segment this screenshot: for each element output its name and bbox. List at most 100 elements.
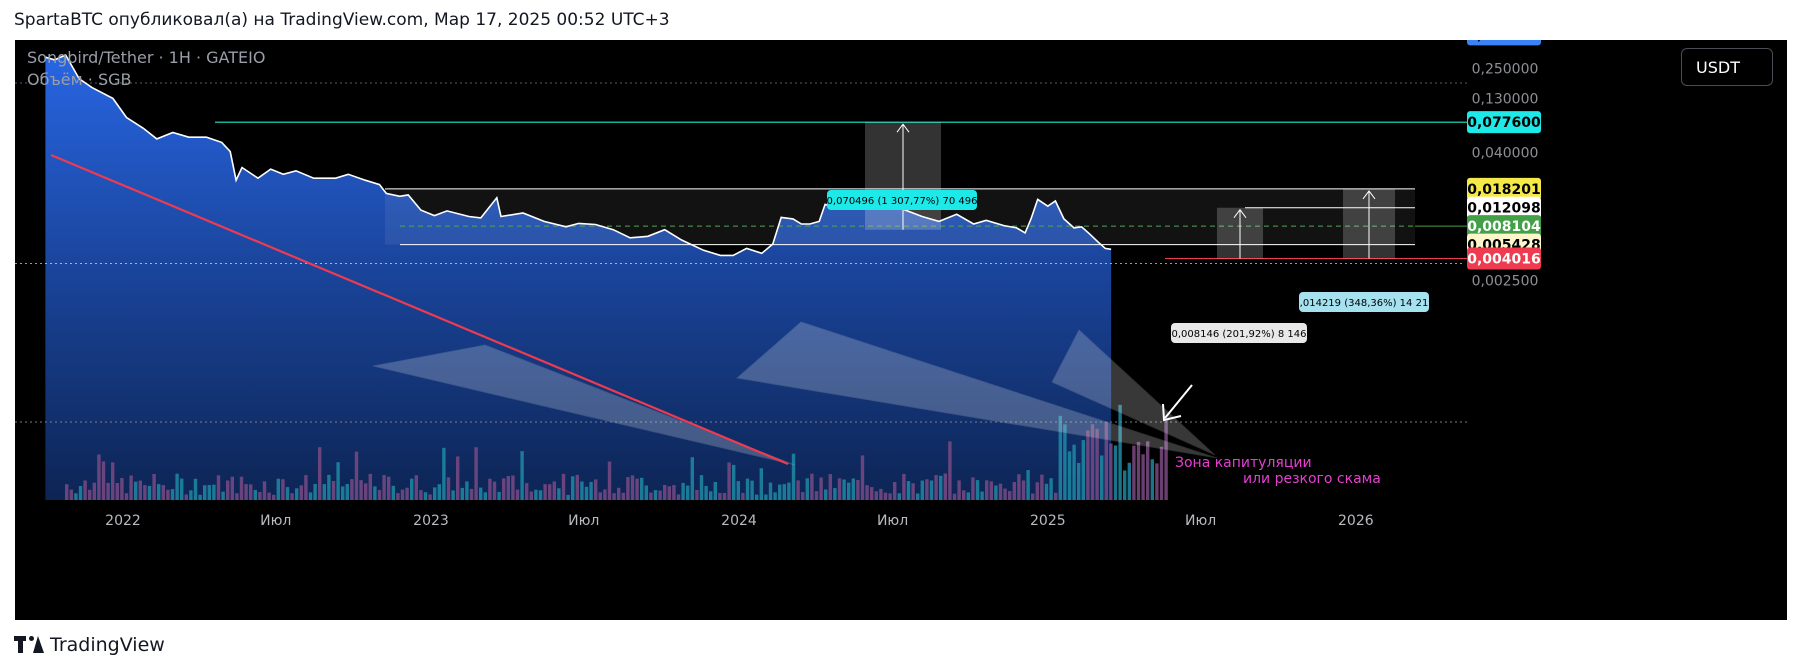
volume-bar [410, 478, 414, 500]
volume-bar [1072, 444, 1076, 500]
volume-bar [281, 479, 285, 500]
volume-bar [502, 478, 506, 500]
capitulation-label-2: или резкого скама [1243, 471, 1381, 487]
volume-bar [865, 485, 869, 500]
volume-bar [543, 484, 547, 500]
volume-bar [796, 480, 800, 500]
volume-bar [364, 483, 368, 500]
volume-bar [1026, 470, 1030, 500]
volume-bar [1150, 459, 1154, 500]
volume-bar [828, 474, 832, 500]
price-tag-bg [1467, 111, 1541, 134]
volume-bar [589, 481, 593, 500]
volume-bar [782, 484, 786, 500]
volume-bar [170, 489, 175, 500]
volume-bar [69, 489, 73, 500]
volume-bar [971, 477, 975, 500]
volume-bar [851, 478, 855, 500]
volume-bar [124, 493, 129, 500]
volume-bar [354, 451, 359, 500]
volume-bar [492, 481, 497, 500]
volume-bar [856, 479, 860, 500]
volume-bar [833, 488, 837, 500]
volume-bar [239, 476, 244, 500]
volume-bar [847, 482, 851, 500]
volume-bar [193, 478, 198, 500]
price-tag-bg [1467, 196, 1541, 219]
volume-bar [787, 482, 791, 500]
volume-bar [1067, 451, 1072, 500]
x-axis-tick: 2022 [105, 513, 141, 529]
volume-bar [138, 480, 142, 500]
price-tag: 0,522790 [1467, 40, 1541, 43]
volume-bar [147, 485, 152, 500]
volume-bar [699, 475, 704, 500]
volume-bar [534, 489, 538, 500]
price-tag-bg [1467, 40, 1541, 46]
pointer-arrowhead [1162, 403, 1182, 422]
volume-bar [180, 478, 184, 500]
volume-bar [819, 477, 823, 500]
volume-bar [295, 488, 299, 500]
volume-bar [226, 480, 230, 500]
volume-bar [134, 481, 138, 500]
volume-bar [736, 481, 740, 500]
volume-bar [152, 474, 156, 500]
volume-bar [916, 493, 920, 500]
chart-panel[interactable]: Зона капитуляции или резкого скама 0,07049… [15, 40, 1787, 620]
volume-bar [405, 487, 409, 500]
volume-bar [552, 481, 556, 500]
volume-bar [860, 455, 865, 500]
volume-bar [212, 484, 216, 500]
currency-button[interactable]: USDT [1681, 48, 1773, 86]
volume-bar [446, 477, 451, 500]
volume-bar [428, 494, 432, 500]
x-axis-tick: Июл [1185, 513, 1216, 529]
volume-bar [897, 493, 901, 500]
volume-bar [732, 464, 736, 500]
volume-bar [299, 485, 303, 500]
volume-bar [285, 487, 290, 500]
capitulation-label-1: Зона капитуляции [1175, 455, 1312, 471]
volume-bar [929, 480, 934, 500]
volume-bar [377, 489, 382, 500]
volume-bar [272, 494, 276, 500]
volume-bar [676, 494, 681, 500]
volume-bar [653, 490, 658, 500]
volume-bar [290, 493, 294, 500]
volume-bar [318, 447, 322, 500]
measure-arrowhead-target2 [1362, 190, 1376, 200]
volume-bar [1136, 441, 1141, 500]
volume-bar [538, 490, 543, 500]
volume-bar [267, 492, 271, 500]
volume-bar [88, 489, 92, 500]
volume-bar [768, 482, 773, 500]
volume-bar [810, 473, 814, 500]
volume-bar [801, 492, 805, 500]
volume-bar [479, 487, 483, 500]
volume-bar [686, 485, 690, 500]
volume-bar [667, 486, 671, 500]
volume-bar [934, 475, 938, 500]
volume-bar [722, 493, 727, 500]
volume-bar [253, 489, 257, 500]
measure-label-bg [1171, 323, 1307, 343]
volume-bar [456, 456, 460, 500]
volume-bar [203, 485, 207, 500]
price-area [45, 55, 1112, 500]
volume-bar [962, 490, 966, 500]
volume-bar [1146, 441, 1150, 500]
measure-label: 0,014219 (348,36%) 14 219 [1293, 298, 1434, 309]
tradingview-logo[interactable]: TradingView [14, 634, 165, 656]
volume-bar [594, 479, 598, 500]
volume-bar [920, 480, 924, 500]
volume-bar [161, 485, 165, 500]
volume-bar [906, 481, 911, 500]
volume-bar [966, 492, 970, 500]
volume-bar [791, 453, 796, 500]
x-axis-tick: Июл [877, 513, 908, 529]
volume-legend: Объём · SGB [27, 70, 132, 89]
volume-bar [893, 482, 897, 500]
volume-bar [1077, 463, 1081, 500]
